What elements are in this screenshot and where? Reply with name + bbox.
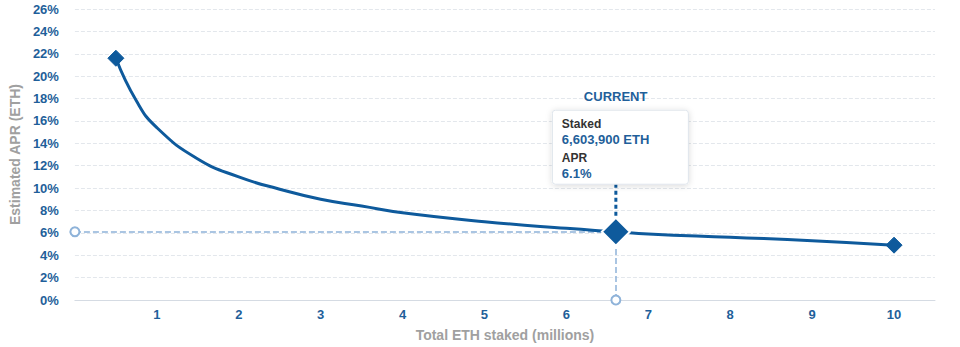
svg-text:18%: 18% bbox=[33, 91, 59, 106]
svg-text:10: 10 bbox=[887, 307, 901, 322]
svg-text:0%: 0% bbox=[40, 293, 59, 308]
svg-text:20%: 20% bbox=[33, 69, 59, 84]
svg-text:8: 8 bbox=[727, 307, 734, 322]
svg-text:3: 3 bbox=[317, 307, 324, 322]
svg-text:Total ETH staked (millions): Total ETH staked (millions) bbox=[416, 327, 595, 343]
svg-text:16%: 16% bbox=[33, 113, 59, 128]
svg-text:6.1%: 6.1% bbox=[562, 166, 592, 181]
svg-text:7: 7 bbox=[645, 307, 652, 322]
svg-text:2%: 2% bbox=[40, 270, 59, 285]
svg-text:APR: APR bbox=[562, 151, 588, 165]
svg-text:24%: 24% bbox=[33, 24, 59, 39]
svg-text:Estimated APR (ETH): Estimated APR (ETH) bbox=[7, 84, 23, 225]
svg-text:8%: 8% bbox=[40, 203, 59, 218]
svg-text:9: 9 bbox=[809, 307, 816, 322]
svg-text:1: 1 bbox=[153, 307, 160, 322]
svg-text:Staked: Staked bbox=[562, 117, 601, 131]
svg-text:14%: 14% bbox=[33, 136, 59, 151]
svg-text:22%: 22% bbox=[33, 46, 59, 61]
svg-text:10%: 10% bbox=[33, 181, 59, 196]
svg-text:12%: 12% bbox=[33, 158, 59, 173]
svg-text:26%: 26% bbox=[33, 2, 59, 17]
svg-text:4: 4 bbox=[399, 307, 407, 322]
svg-text:4%: 4% bbox=[40, 248, 59, 263]
svg-text:6%: 6% bbox=[40, 225, 59, 240]
svg-text:5: 5 bbox=[481, 307, 488, 322]
svg-text:6: 6 bbox=[563, 307, 570, 322]
svg-text:2: 2 bbox=[235, 307, 242, 322]
svg-text:6,603,900 ETH: 6,603,900 ETH bbox=[562, 132, 649, 147]
svg-text:CURRENT: CURRENT bbox=[584, 89, 648, 104]
